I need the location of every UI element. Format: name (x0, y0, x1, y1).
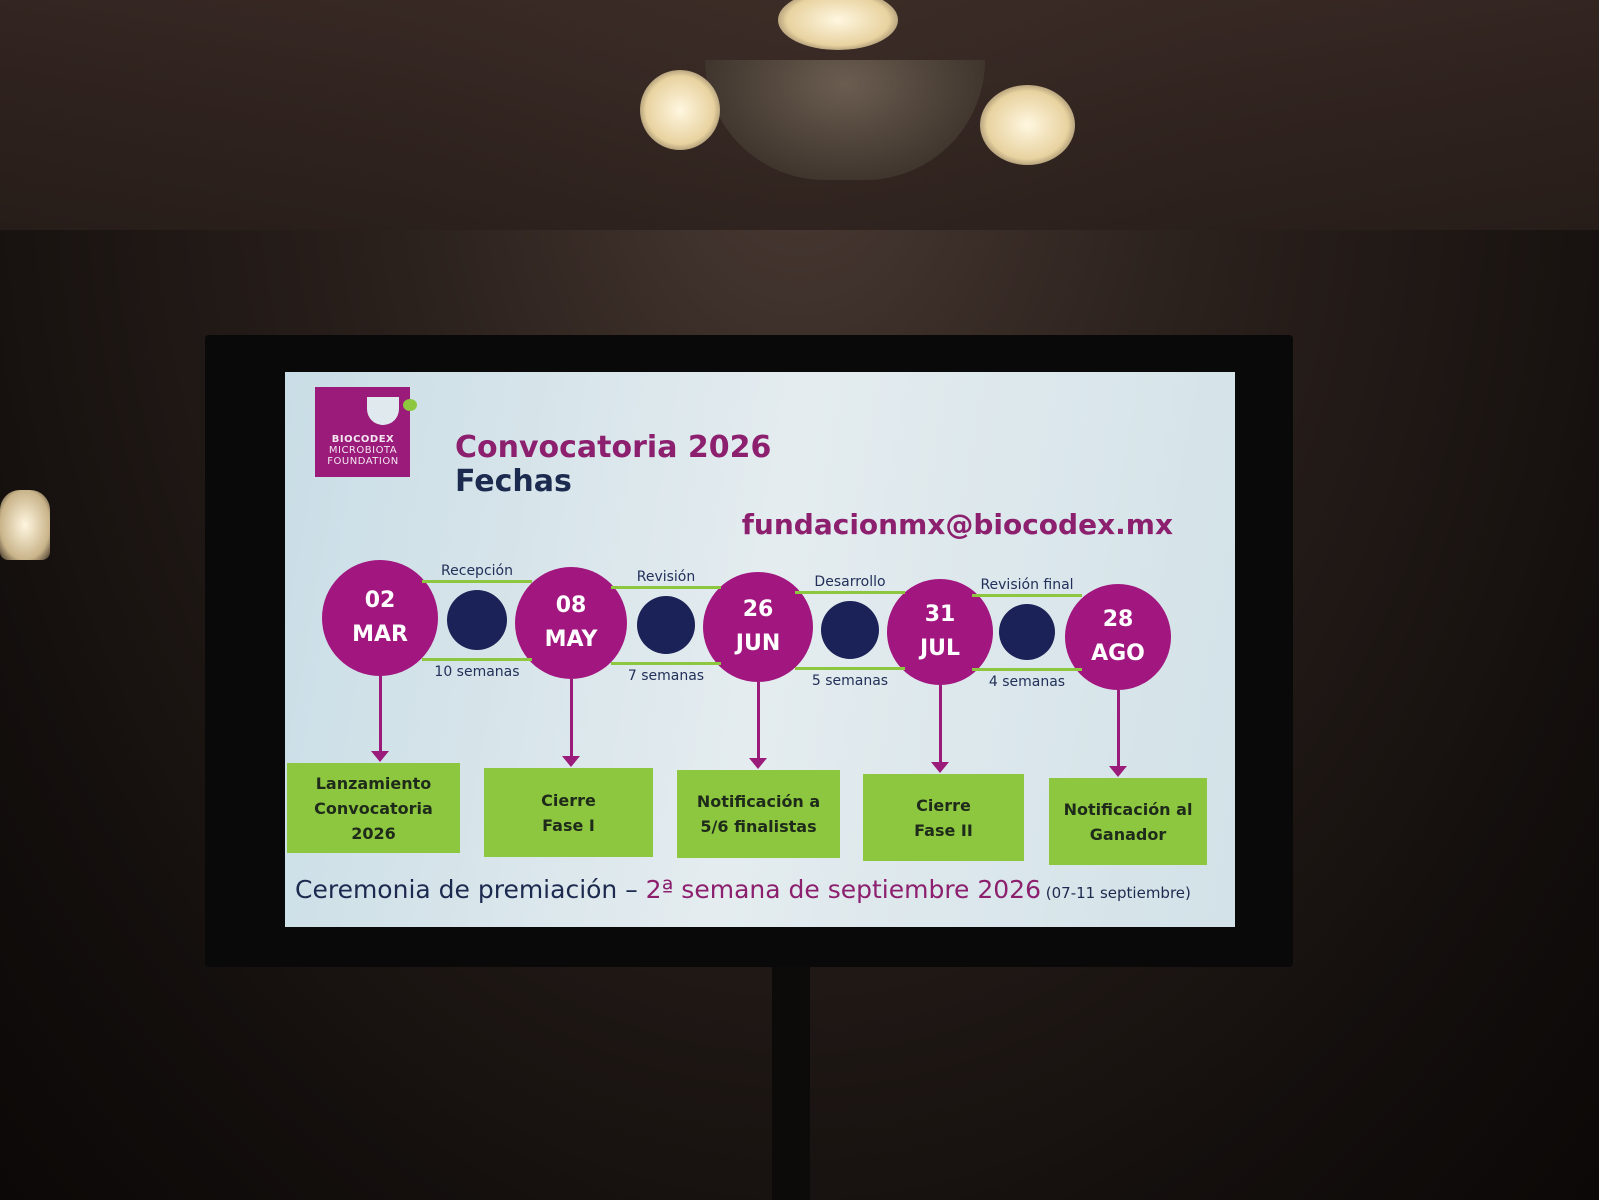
arrowhead-icon (1109, 766, 1127, 777)
milestone-month: AGO (1091, 641, 1145, 666)
milestone-event-box: Cierre Fase II (863, 774, 1024, 861)
phase-duration: 10 semanas (422, 658, 532, 680)
ceremony-date: 2ª semana de septiembre 2026 (645, 875, 1041, 904)
logo-line: BIOCODEX (331, 434, 395, 445)
arrowhead-icon (931, 762, 949, 773)
milestone-date-circle: 08 MAY (515, 567, 627, 679)
tv-stand (772, 960, 810, 1200)
milestone-event-box: Notificación a 5/6 finalistas (677, 770, 840, 858)
milestone-event-box: Notificación al Ganador (1049, 778, 1207, 865)
ceremony-range: (07-11 septiembre) (1041, 884, 1191, 902)
wall-lamp (0, 490, 50, 560)
logo-line: MICROBIOTA (328, 445, 398, 456)
arrowhead-icon (371, 751, 389, 762)
slide-title: Convocatoria 2026 (455, 430, 772, 465)
milestone-event-box: Lanzamiento Convocatoria 2026 (287, 763, 460, 853)
presentation-slide: BIOCODEX MICROBIOTA FOUNDATION Convocato… (285, 372, 1235, 927)
phase-label: Recepción (422, 563, 532, 583)
milestone-day: 31 (924, 602, 956, 627)
arrowhead-icon (749, 758, 767, 769)
milestone-event-box: Cierre Fase I (484, 768, 653, 857)
phase-dot (447, 590, 507, 650)
phase-duration: 4 semanas (972, 668, 1082, 690)
arrow-down-icon (1117, 690, 1120, 766)
contact-email: fundacionmx@biocodex.mx (741, 508, 1173, 541)
phase-label: Revisión final (972, 577, 1082, 597)
milestone-month: MAY (544, 627, 598, 652)
milestone-date-circle: 02 MAR (322, 560, 438, 676)
arrow-down-icon (757, 682, 760, 758)
milestone-month: JUN (735, 631, 781, 656)
phase-label: Desarrollo (795, 574, 905, 594)
slide-subtitle: Fechas (455, 464, 572, 499)
milestone-month: MAR (352, 622, 408, 647)
phase-label: Revisión (611, 569, 721, 589)
lamp-bulb (640, 70, 720, 150)
arrow-down-icon (379, 676, 382, 751)
phase-duration: 7 semanas (611, 662, 721, 684)
phase-dot (821, 601, 879, 659)
biocodex-logo: BIOCODEX MICROBIOTA FOUNDATION (315, 387, 417, 477)
milestone-day: 02 (364, 588, 396, 613)
phase-duration: 5 semanas (795, 667, 905, 689)
milestone-date-circle: 28 AGO (1065, 584, 1171, 690)
logo-mark-icon (367, 397, 399, 425)
lamp-bulb (778, 0, 898, 50)
milestone-month: JUL (919, 636, 961, 661)
arrow-down-icon (939, 685, 942, 762)
arrow-down-icon (570, 679, 573, 756)
logo-text: BIOCODEX MICROBIOTA FOUNDATION (321, 434, 405, 467)
logo-dot-icon (403, 399, 417, 411)
milestone-day: 28 (1102, 607, 1134, 632)
milestone-day: 08 (555, 593, 587, 618)
ceremony-note: Ceremonia de premiación – 2ª semana de s… (295, 875, 1191, 904)
arrowhead-icon (562, 756, 580, 767)
milestone-day: 26 (742, 597, 774, 622)
milestone-date-circle: 26 JUN (703, 572, 813, 682)
logo-line: FOUNDATION (327, 456, 399, 467)
phase-dot (999, 604, 1055, 660)
lamp-bulb (980, 85, 1075, 165)
ceremony-label: Ceremonia de premiación – (295, 875, 646, 904)
phase-dot (637, 596, 695, 654)
